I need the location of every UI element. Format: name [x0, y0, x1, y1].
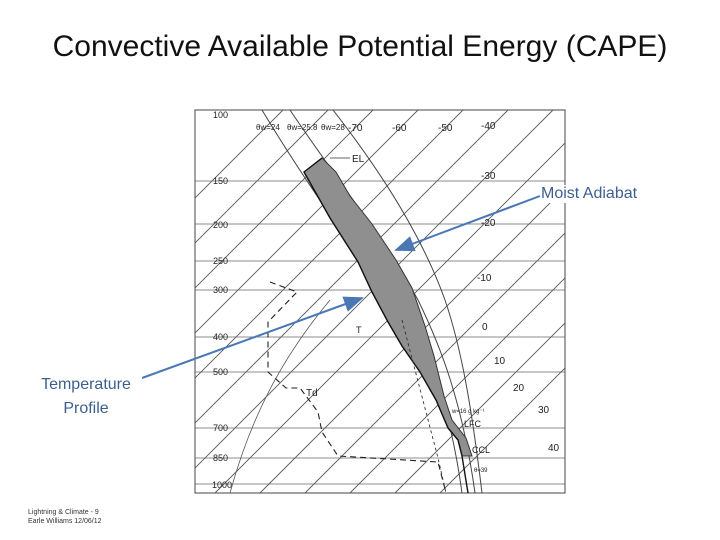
temperature-profile-arrow — [141, 296, 364, 379]
temperature-label: -10 — [477, 273, 492, 284]
level-labels: EL LFC CCL T Td w=16 g kg⁻¹ θ=39 — [306, 154, 490, 474]
pressure-label: 200 — [213, 220, 228, 230]
temperature-labels-right: -30 -20 -10 0 10 20 30 40 — [477, 171, 560, 454]
mixing-ratio-label: w=16 g kg⁻¹ — [451, 409, 485, 415]
pressure-label: 400 — [213, 332, 228, 342]
pressure-label: 150 — [213, 176, 228, 186]
temperature-labels-top: -70 -60 -50 -40 — [348, 121, 496, 134]
adiabat-labels: θw=24 θw=25.8 θw=28 — [256, 123, 345, 132]
temperature-label: -60 — [392, 123, 407, 134]
temperature-profile-callout-line2: Profile — [63, 400, 109, 417]
temperature-label: 30 — [538, 405, 550, 416]
slide-title: Convective Available Potential Energy (C… — [52, 30, 668, 63]
pressure-label: 850 — [213, 453, 228, 463]
adiabat-label: θw=24 — [256, 123, 280, 132]
temperature-profile-line — [303, 157, 469, 493]
footer: Lightning & Climate - 9 Earle Williams 1… — [28, 508, 102, 526]
pressure-label: 300 — [213, 285, 228, 295]
moist-adiabat-arrow — [394, 195, 541, 252]
isotherm-lines — [195, 110, 565, 493]
temperature-label: -30 — [481, 171, 496, 182]
footer-line1: Lightning & Climate - 9 — [28, 509, 99, 516]
temperature-profile-callout: Temperature Profile — [30, 373, 142, 421]
temperature-label: 40 — [548, 443, 560, 454]
ccl-label: CCL — [472, 445, 490, 455]
lfc-label: LFC — [464, 419, 482, 429]
temperature-label: 10 — [494, 356, 506, 367]
moist-adiabat-callout: Moist Adiabat — [541, 185, 638, 203]
temperature-profile-callout-line1: Temperature — [41, 376, 131, 393]
temperature-label: -70 — [348, 123, 363, 134]
dry-adiabat-line — [229, 299, 331, 493]
pressure-label: 1000 — [212, 480, 232, 490]
footer-line2: Earle Williams 12/06/12 — [28, 518, 102, 525]
temperature-label: 20 — [513, 383, 525, 394]
theta-label: θ=39 — [474, 468, 488, 474]
pressure-label: 500 — [213, 367, 228, 377]
pressure-label: 250 — [213, 256, 228, 266]
pressure-label: 100 — [213, 110, 228, 120]
temperature-label: -40 — [481, 121, 496, 132]
pressure-labels: 100 150 200 250 300 400 500 700 850 1000 — [212, 110, 232, 490]
temperature-label: -20 — [481, 218, 496, 229]
temperature-label: -50 — [438, 123, 453, 134]
temperature-label: 0 — [482, 322, 488, 333]
t-label: T — [356, 325, 362, 335]
adiabat-label: θw=25.8 — [287, 123, 318, 132]
el-label: EL — [352, 154, 365, 165]
dewpoint-profile-line — [267, 281, 447, 493]
td-label: Td — [306, 388, 318, 399]
pressure-label: 700 — [213, 423, 228, 433]
adiabat-label: θw=28 — [321, 123, 345, 132]
